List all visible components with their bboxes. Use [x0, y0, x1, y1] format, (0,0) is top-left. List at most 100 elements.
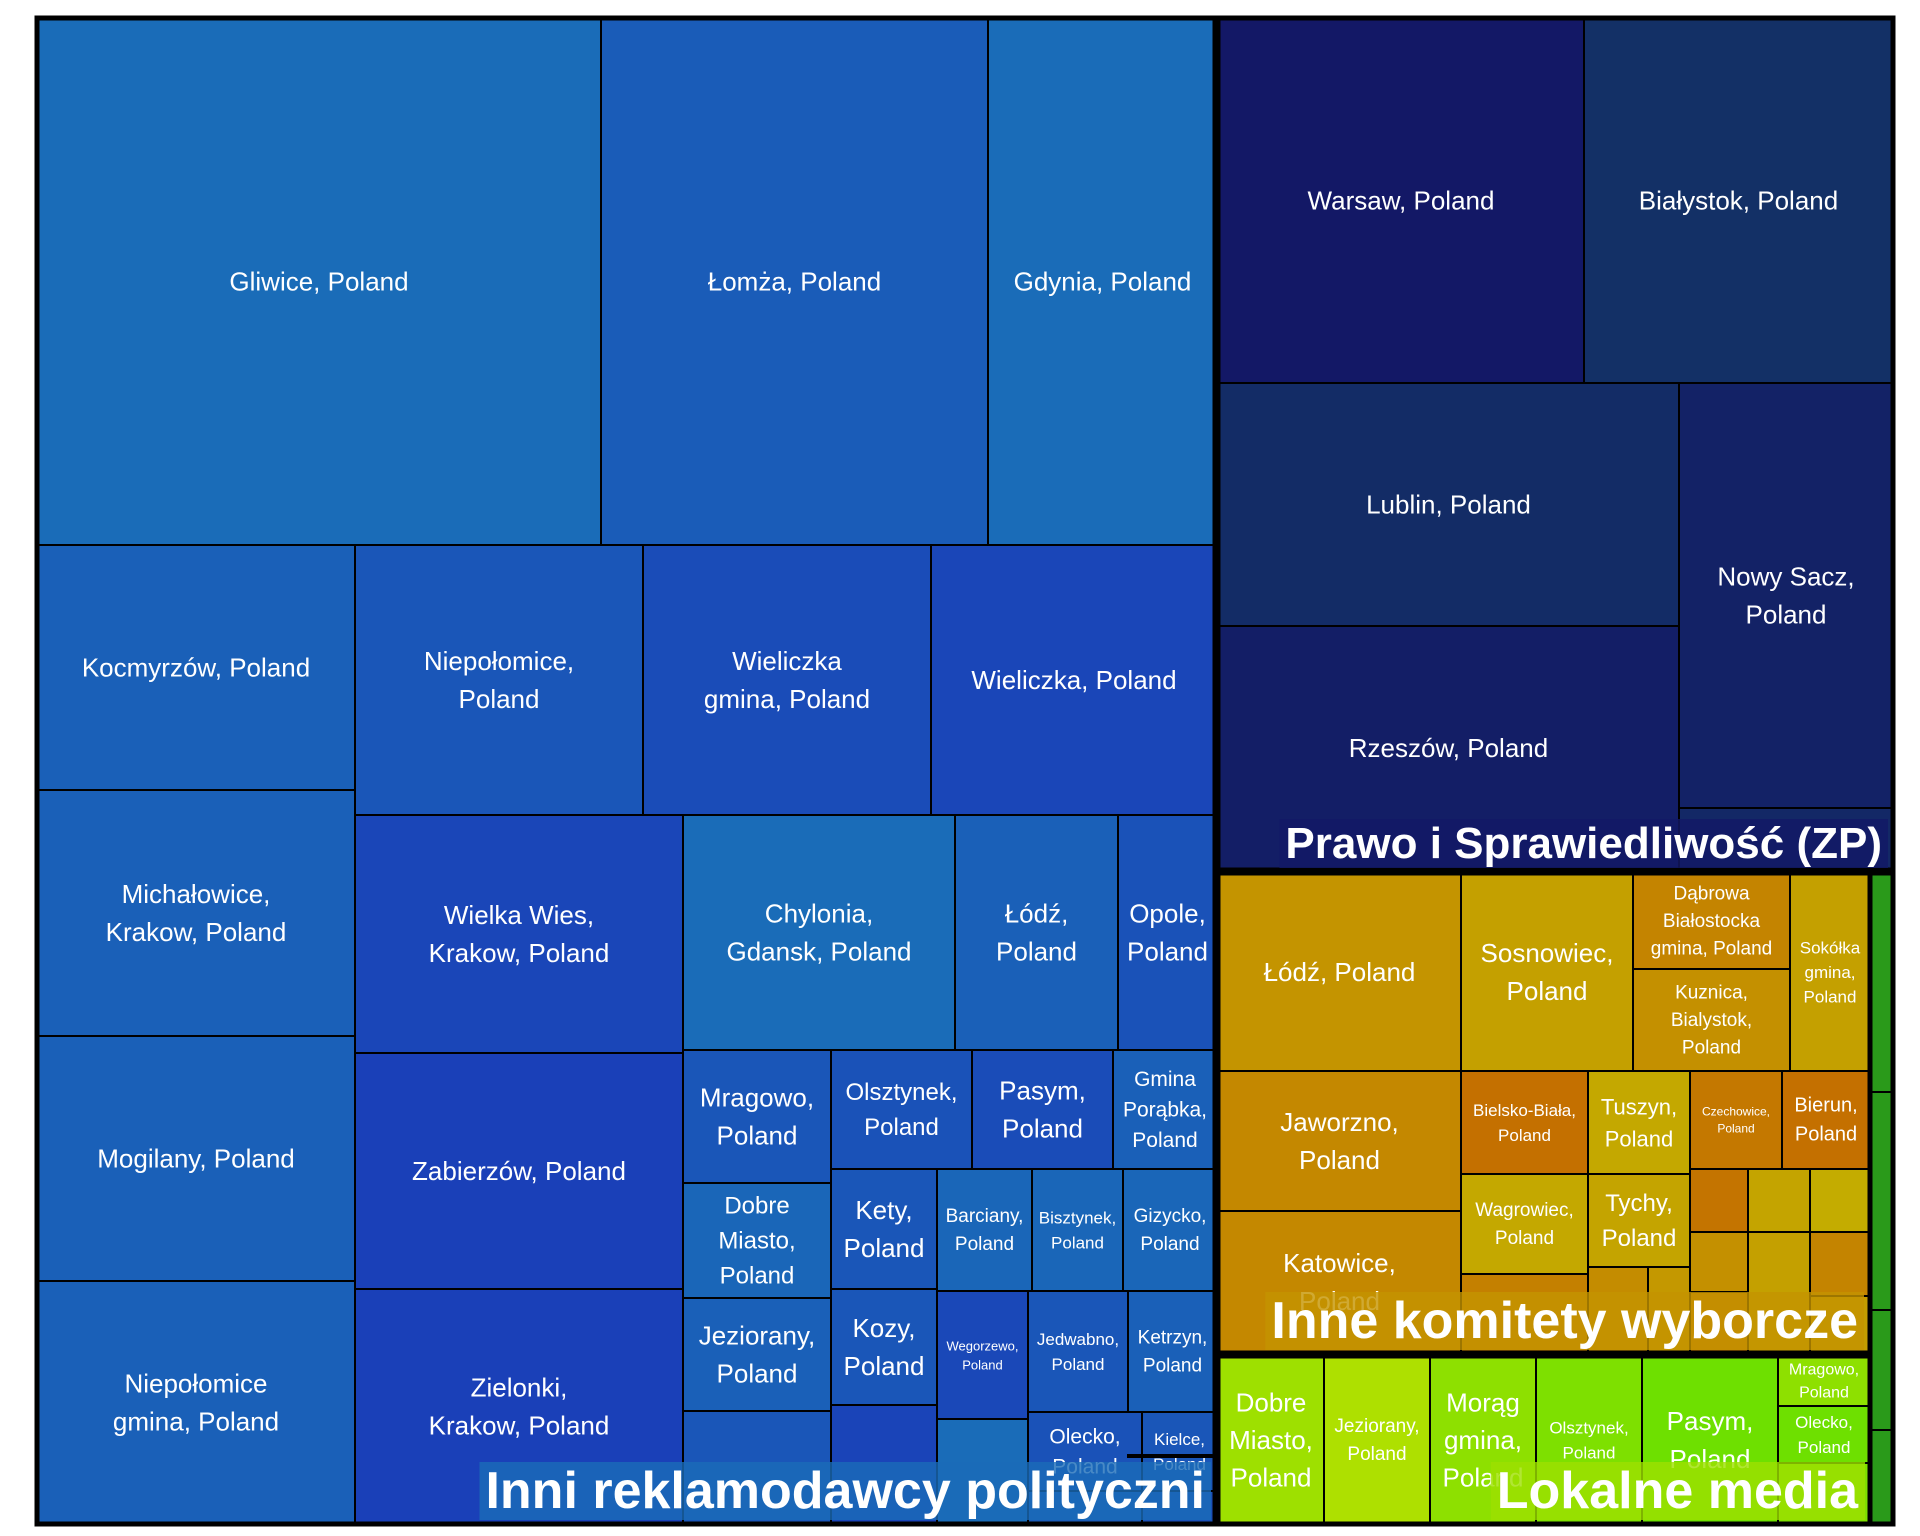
- group-label-lokalne-media: Lokalne media: [1490, 1462, 1866, 1520]
- tile-rect: [1869, 872, 1894, 1093]
- tile-rect: [1869, 1309, 1894, 1431]
- tile-mragowo-poland: Mragowo, Poland: [1777, 1355, 1871, 1407]
- tile-label: Rzeszów, Poland: [1349, 733, 1548, 763]
- tile-label: Chylonia, Gdansk, Poland: [726, 899, 911, 967]
- tile-kety-poland: Kety, Poland: [830, 1168, 938, 1290]
- tile-label: Niepołomice gmina, Poland: [113, 1369, 279, 1437]
- tile-rect: [1217, 1070, 1462, 1212]
- tile-jedwabno-poland: Jedwabno, Poland: [1027, 1290, 1129, 1413]
- tile-mragowo-poland: Mragowo, Poland: [682, 1049, 832, 1184]
- tile-rect: [36, 17, 602, 546]
- tile-label: Gliwice, Poland: [229, 267, 408, 297]
- tile-rect: [1460, 1173, 1589, 1275]
- group-label-background: [479, 1462, 1211, 1520]
- tile-rect: [1127, 1454, 1218, 1458]
- tile-jeziorany-poland: Jeziorany, Poland: [1323, 1355, 1431, 1525]
- tile-rect: [682, 1297, 832, 1412]
- tiles-layer: Gliwice, Poland Łomża, Poland Gdynia, Pola…: [36, 17, 1894, 1525]
- tile-sokolka-gmina-poland: Sokółka gmina, Poland: [1789, 872, 1871, 1072]
- tile-rect: [1781, 1070, 1871, 1170]
- tile-label: Bisztynek, Poland: [1039, 1208, 1116, 1252]
- tile-label: Kozy, Poland: [844, 1313, 925, 1381]
- tile-rect: [971, 1049, 1114, 1170]
- outer-frame: [34, 15, 1896, 1527]
- tile-rect: [682, 814, 956, 1051]
- tile-wagrowiec-poland: Wagrowiec, Poland: [1460, 1173, 1589, 1275]
- tile-label: Sosnowiec, Poland: [1481, 938, 1614, 1006]
- tile-rect: [1122, 1168, 1218, 1292]
- tile-tuszyn-poland: Tuszyn, Poland: [1587, 1070, 1691, 1175]
- tile-gdynia-poland: Gdynia, Poland: [987, 17, 1218, 546]
- tile-lomza-poland: Łomża, Poland: [600, 17, 989, 546]
- tile-rect: [1632, 968, 1791, 1072]
- tile-rect: [1747, 1168, 1811, 1233]
- tile-label: Gizycko, Poland: [1134, 1206, 1207, 1255]
- tile-label: Jeziorany, Poland: [699, 1321, 816, 1389]
- tile-unlabeled: [1869, 872, 1894, 1093]
- tile-label: Tychy, Poland: [1602, 1190, 1677, 1252]
- tile-label: Kuznica, Bialystok, Poland: [1671, 982, 1752, 1058]
- tile-label: Dobre Miasto, Poland: [1229, 1387, 1313, 1492]
- tile-chylonia-gdansk-poland: Chylonia, Gdansk, Poland: [682, 814, 956, 1051]
- tile-rect: [354, 814, 684, 1054]
- tile-rect: [1127, 1290, 1218, 1413]
- tile-label: Ketrzyn, Poland: [1138, 1327, 1208, 1376]
- tile-label: Olsztynek, Poland: [1549, 1418, 1628, 1462]
- tile-tychy-poland: Tychy, Poland: [1587, 1173, 1691, 1268]
- tile-wielka-wies-krakow-poland: Wielka Wies, Krakow, Poland: [354, 814, 684, 1054]
- group-label-text: Lokalne media: [1497, 1462, 1859, 1520]
- tile-unlabeled: [1869, 1429, 1894, 1525]
- group-label-inni-reklamodawcy-polityczni: Inni reklamodawcy polityczni: [479, 1462, 1211, 1520]
- tile-rect: [1217, 17, 1585, 384]
- group-label-inne-komitety-wyborcze: Inne komitety wyborcze: [1265, 1292, 1864, 1350]
- tile-rect: [1583, 17, 1894, 384]
- tile-rect: [642, 544, 932, 816]
- tile-label: Jedwabno, Poland: [1037, 1330, 1119, 1374]
- tile-label: Pasym, Poland: [999, 1076, 1086, 1144]
- tile-rect: [1031, 1168, 1124, 1292]
- tile-label: Wegorzewo, Poland: [946, 1338, 1018, 1372]
- tile-jaworzno-poland: Jaworzno, Poland: [1217, 1070, 1462, 1212]
- tile-label: Łódź, Poland: [996, 899, 1077, 967]
- tile-barciany-poland: Barciany, Poland: [936, 1168, 1033, 1292]
- tile-rect: [36, 1035, 356, 1282]
- tile-label: Lublin, Poland: [1366, 490, 1531, 520]
- tile-label: Wieliczka, Poland: [971, 665, 1176, 695]
- tile-rect: [682, 1049, 832, 1184]
- tile-rect: [1869, 1429, 1894, 1525]
- group-label-background: [1490, 1462, 1866, 1520]
- tile-label: Dąbrowa Białostocka gmina, Poland: [1651, 883, 1772, 959]
- tile-rect: [1678, 382, 1894, 809]
- tile-olecko-poland: Olecko,Poland: [1777, 1405, 1871, 1464]
- tile-unlabeled: [1689, 1168, 1749, 1233]
- tile-gmina-porabka-poland: Gmina Porąbka, Poland: [1112, 1049, 1218, 1170]
- tile-rect: [1460, 872, 1634, 1072]
- tile-rect: [36, 789, 356, 1037]
- tile-warsaw-poland: Warsaw, Poland: [1217, 17, 1585, 384]
- tile-wieliczka-gmina-poland: Wieliczka gmina, Poland: [642, 544, 932, 816]
- tile-label: Warsaw, Poland: [1308, 186, 1495, 216]
- tile-label: Bielsko-Biała, Poland: [1473, 1101, 1576, 1145]
- tile-rect: [1323, 1355, 1431, 1525]
- tile-label: Dobre Miasto, Poland: [718, 1192, 795, 1289]
- tile-rect: [354, 544, 644, 816]
- tile-rect: [1587, 1173, 1691, 1268]
- tile-unlabeled: [1809, 1168, 1871, 1233]
- tile-label: Łomża, Poland: [708, 267, 881, 297]
- group-label-text: Inni reklamodawcy polityczni: [485, 1462, 1205, 1520]
- tile-zabierzow-poland: Zabierzów, Poland: [354, 1052, 684, 1290]
- tile-nowy-sacz-poland: Nowy Sacz, Poland: [1678, 382, 1894, 809]
- tile-unlabeled: [1127, 1454, 1218, 1458]
- tile-label: Mragowo, Poland: [1789, 1361, 1859, 1401]
- tile-label: Tuszyn, Poland: [1601, 1094, 1677, 1151]
- tile-label: Barciany, Poland: [946, 1206, 1024, 1255]
- tile-label: Michałowice, Krakow, Poland: [106, 879, 287, 947]
- tile-label: Jeziorany, Poland: [1334, 1416, 1419, 1465]
- tile-rect: [930, 544, 1218, 816]
- group-label-background: [1265, 1292, 1864, 1350]
- tile-lodz-poland: Łódź, Poland: [954, 814, 1119, 1051]
- tile-label: Kety, Poland: [844, 1195, 925, 1263]
- tile-bielsko-biala-poland: Bielsko-Biała, Poland: [1460, 1070, 1589, 1175]
- tile-opole-poland: Opole, Poland: [1117, 814, 1218, 1051]
- group-label-prawo-i-sprawiedliwosc-zp: Prawo i Sprawiedliwość (ZP): [1279, 819, 1888, 868]
